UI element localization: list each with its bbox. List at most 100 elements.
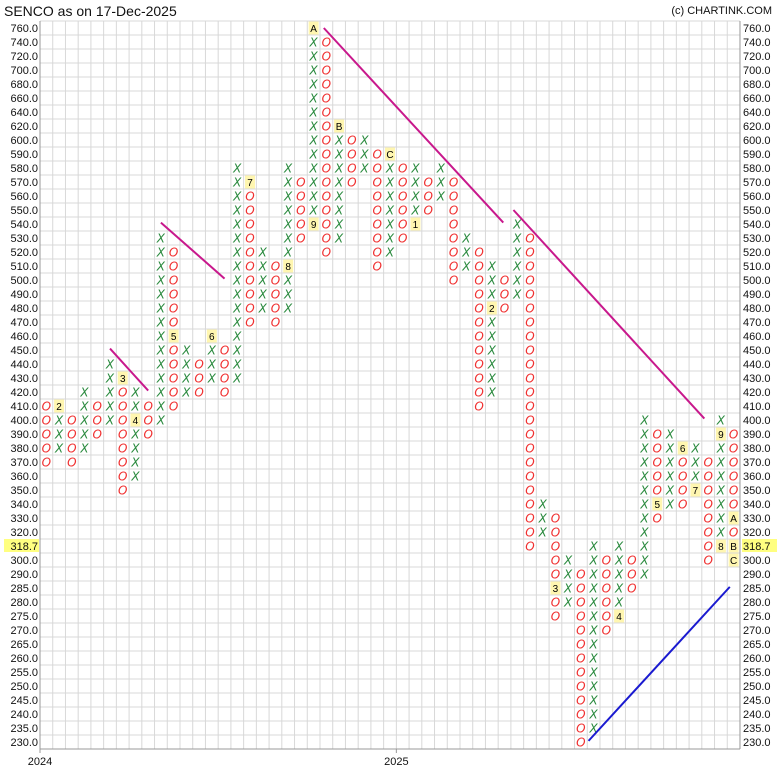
o-box: O xyxy=(653,512,662,526)
o-box: O xyxy=(449,274,458,288)
o-box: O xyxy=(474,274,483,288)
o-box: O xyxy=(449,190,458,204)
x-box: X xyxy=(639,484,649,498)
o-box: O xyxy=(322,78,331,92)
y-tick-label-left: 390.0 xyxy=(10,429,38,441)
y-tick-label-left: 235.0 xyxy=(10,723,38,735)
x-box: X xyxy=(232,330,242,344)
x-box: X xyxy=(359,162,369,176)
x-box: X xyxy=(538,526,548,540)
y-tick-label-left: 250.0 xyxy=(10,681,38,693)
o-box: O xyxy=(474,386,483,400)
o-box: O xyxy=(194,386,203,400)
month-marker: 8 xyxy=(718,542,724,553)
y-tick-label-right: 390.0 xyxy=(743,429,771,441)
x-box: X xyxy=(487,288,497,302)
o-box: O xyxy=(245,316,254,330)
o-box: O xyxy=(169,386,178,400)
o-box: O xyxy=(271,302,280,316)
o-box: O xyxy=(551,596,560,610)
x-box: X xyxy=(410,162,420,176)
x-box: X xyxy=(639,414,649,428)
o-box: O xyxy=(322,204,331,218)
y-tick-label-right: 580.0 xyxy=(743,163,771,175)
o-box: O xyxy=(703,470,712,484)
x-box: X xyxy=(639,554,649,568)
o-box: O xyxy=(729,456,738,470)
o-box: O xyxy=(474,358,483,372)
o-box: O xyxy=(474,344,483,358)
x-box: X xyxy=(614,568,624,582)
o-box: O xyxy=(525,442,534,456)
month-marker-bg xyxy=(728,553,739,567)
y-tick-label-right: 480.0 xyxy=(743,303,771,315)
x-box: X xyxy=(181,372,191,386)
y-tick-label-left: 290.0 xyxy=(10,569,38,581)
o-box: O xyxy=(42,456,51,470)
o-box: O xyxy=(525,484,534,498)
o-box: O xyxy=(525,358,534,372)
o-box: O xyxy=(347,134,356,148)
month-marker: 7 xyxy=(247,178,253,189)
x-box: X xyxy=(461,246,471,260)
x-box: X xyxy=(156,302,166,316)
o-box: O xyxy=(373,148,382,162)
o-box: O xyxy=(576,736,585,750)
o-box: O xyxy=(500,274,509,288)
y-tick-label-right: 340.0 xyxy=(743,499,771,511)
o-box: O xyxy=(525,428,534,442)
o-box: O xyxy=(143,400,152,414)
month-marker-bg xyxy=(728,539,739,553)
x-box: X xyxy=(589,540,599,554)
x-box: X xyxy=(130,470,140,484)
o-box: O xyxy=(474,246,483,260)
y-tick-label-right: 550.0 xyxy=(743,205,771,217)
y-tick-label-right: 380.0 xyxy=(743,443,771,455)
o-box: O xyxy=(576,582,585,596)
x-box: X xyxy=(639,428,649,442)
y-tick-label-right: 620.0 xyxy=(743,121,771,133)
month-marker-bg xyxy=(715,427,726,441)
o-box: O xyxy=(423,204,432,218)
y-tick-label-left: 590.0 xyxy=(10,149,38,161)
x-box: X xyxy=(309,120,319,134)
x-box: X xyxy=(639,456,649,470)
y-tick-label-right: 240.0 xyxy=(743,709,771,721)
o-box: O xyxy=(118,484,127,498)
o-box: O xyxy=(93,428,102,442)
x-box: X xyxy=(487,386,497,400)
y-tick-label-left: 450.0 xyxy=(10,345,38,357)
x-box: X xyxy=(232,344,242,358)
x-box: X xyxy=(639,498,649,512)
o-box: O xyxy=(169,344,178,358)
x-box: X xyxy=(309,190,319,204)
o-box: O xyxy=(322,232,331,246)
month-marker: 5 xyxy=(654,500,660,511)
o-box: O xyxy=(143,414,152,428)
y-tick-label-left: 580.0 xyxy=(10,163,38,175)
y-tick-label-right: 370.0 xyxy=(743,457,771,469)
o-box: O xyxy=(602,624,611,638)
o-box: O xyxy=(474,400,483,414)
month-marker-bg xyxy=(283,259,294,273)
o-box: O xyxy=(653,484,662,498)
x-box: X xyxy=(716,512,726,526)
o-box: O xyxy=(449,246,458,260)
o-box: O xyxy=(602,568,611,582)
x-box: X xyxy=(385,218,395,232)
y-tick-label-left: 240.0 xyxy=(10,709,38,721)
y-tick-label-right: 440.0 xyxy=(743,359,771,371)
y-tick-label-left: 540.0 xyxy=(10,219,38,231)
x-box: X xyxy=(283,274,293,288)
x-box: X xyxy=(156,246,166,260)
x-box: X xyxy=(690,442,700,456)
o-box: O xyxy=(322,148,331,162)
o-box: O xyxy=(118,442,127,456)
x-box: X xyxy=(283,232,293,246)
x-box: X xyxy=(487,372,497,386)
x-box: X xyxy=(589,624,599,638)
y-tick-label-right: 350.0 xyxy=(743,485,771,497)
x-box: X xyxy=(639,442,649,456)
o-box: O xyxy=(525,414,534,428)
o-box: O xyxy=(322,36,331,50)
